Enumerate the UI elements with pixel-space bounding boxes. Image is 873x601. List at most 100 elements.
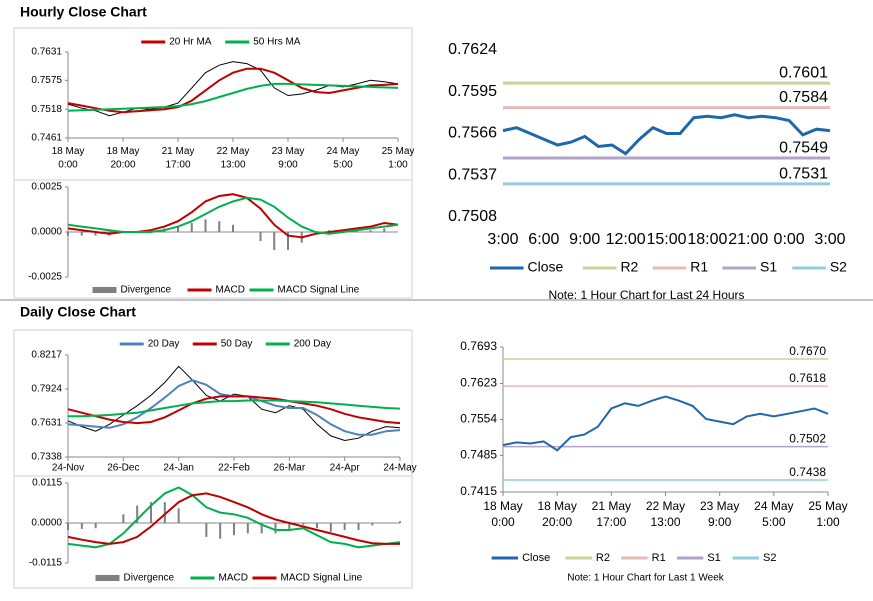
x-tick-label: 26-Dec	[107, 463, 139, 474]
x-tick-label: 21 May 17:00	[592, 499, 631, 529]
series-line	[67, 67, 399, 114]
legend-label: MACD	[216, 285, 245, 296]
x-tick-label: 18 May 20:00	[107, 146, 140, 171]
x-tick-label: 24 May 5:00	[327, 146, 360, 171]
series-line	[67, 395, 401, 425]
y-tick-label: 0.7924	[31, 384, 62, 395]
bar	[274, 523, 277, 534]
bar	[67, 523, 69, 530]
legend-label: R2	[596, 552, 610, 564]
legend-label: 20 Hr MA	[169, 37, 212, 48]
legend-label: Close	[528, 259, 564, 275]
x-tick-label: 12:00	[606, 231, 646, 248]
bar	[316, 523, 318, 529]
legend-label: R1	[690, 259, 708, 275]
bar	[259, 232, 262, 241]
x-tick-label: 23 May 9:00	[700, 499, 739, 529]
series-line	[67, 486, 401, 549]
bar	[218, 221, 221, 232]
series-line	[502, 395, 829, 452]
y-tick-label: 0.7338	[31, 452, 62, 463]
x-tick-label: 3:00	[487, 231, 518, 248]
bar	[288, 523, 291, 530]
y-tick-label: 0.8217	[31, 350, 62, 361]
bar	[399, 521, 401, 523]
bar	[190, 223, 193, 232]
y-tick-label: 0.0000	[31, 227, 62, 238]
bar	[177, 508, 180, 523]
y-tick-label: 0.7624	[448, 41, 497, 58]
x-tick-label: 24-Apr	[330, 463, 361, 474]
level-label: 0.7601	[779, 65, 828, 82]
x-tick-label: 21:00	[728, 231, 768, 248]
x-tick-label: 26-Mar	[273, 463, 305, 474]
y-tick-label: 0.7508	[448, 208, 497, 225]
legend-label: Divergence	[124, 573, 175, 584]
bar	[246, 523, 249, 534]
x-tick-label: 24-Jan	[163, 463, 194, 474]
legend-label: 50 Day	[221, 339, 253, 350]
level-label: 0.7618	[789, 371, 826, 385]
y-tick-label: 0.0000	[31, 518, 62, 529]
level-label: 0.7584	[779, 89, 828, 106]
bar	[204, 219, 207, 232]
x-tick-label: 9:00	[569, 231, 600, 248]
bar	[369, 230, 372, 232]
series-line	[67, 365, 401, 442]
bar	[136, 505, 139, 523]
y-tick-label: 0.7631	[31, 418, 62, 429]
legend-label: MACD Signal Line	[281, 573, 363, 584]
x-tick-label: 18:00	[687, 231, 727, 248]
section-title: Daily Close Chart	[20, 304, 136, 320]
bar	[94, 232, 97, 236]
legend-label: 200 Day	[294, 339, 331, 350]
y-tick-label: 0.7485	[460, 448, 497, 462]
y-tick-label: 0.7554	[460, 412, 497, 426]
bar	[233, 523, 235, 536]
legend-label: S2	[830, 259, 847, 275]
bar	[80, 232, 83, 236]
y-tick-label: 0.7566	[448, 125, 497, 142]
legend-label: MACD Signal Line	[278, 285, 360, 296]
legend-label: R2	[620, 259, 638, 275]
series-line	[67, 82, 399, 112]
x-tick-label: 25 May 1:00	[382, 146, 415, 171]
x-tick-label: 0:00	[774, 231, 805, 248]
bar	[273, 232, 276, 250]
bar	[260, 523, 263, 534]
y-tick-label: 0.7461	[31, 133, 62, 144]
y-tick-label: 0.7693	[460, 339, 497, 353]
series-line	[67, 379, 401, 436]
y-tick-label: 0.7623	[460, 376, 497, 390]
bar	[232, 224, 234, 232]
y-tick-label: 0.7537	[448, 166, 497, 183]
legend-label: S1	[760, 259, 777, 275]
bar	[287, 232, 289, 250]
bar	[150, 502, 152, 523]
legend-label: S1	[707, 552, 720, 564]
y-tick-label: -0.0025	[28, 272, 62, 283]
x-tick-label: 25 May 1:00	[808, 499, 847, 529]
bar	[122, 514, 125, 523]
y-tick-label: 0.7575	[31, 75, 62, 86]
legend-swatch	[95, 575, 120, 581]
x-tick-label: 18 May 0:00	[52, 146, 85, 171]
y-tick-label: 0.0025	[31, 182, 62, 193]
bar	[357, 523, 360, 530]
legend-label: 50 Hrs MA	[253, 37, 301, 48]
series-line	[68, 399, 401, 418]
bar	[177, 226, 179, 232]
x-tick-label: 18 May 20:00	[537, 499, 576, 529]
legend-label: Divergence	[121, 285, 172, 296]
y-tick-label: 0.0115	[32, 478, 62, 489]
bar	[302, 523, 305, 525]
level-label: 0.7502	[789, 432, 826, 446]
x-tick-label: 22 May 13:00	[646, 499, 685, 529]
legend-label: MACD	[219, 573, 248, 584]
level-label: 0.7549	[779, 140, 828, 157]
frame	[13, 329, 413, 477]
bar	[383, 228, 386, 232]
x-tick-label: 3:00	[814, 231, 845, 248]
legend-swatch	[92, 287, 117, 293]
